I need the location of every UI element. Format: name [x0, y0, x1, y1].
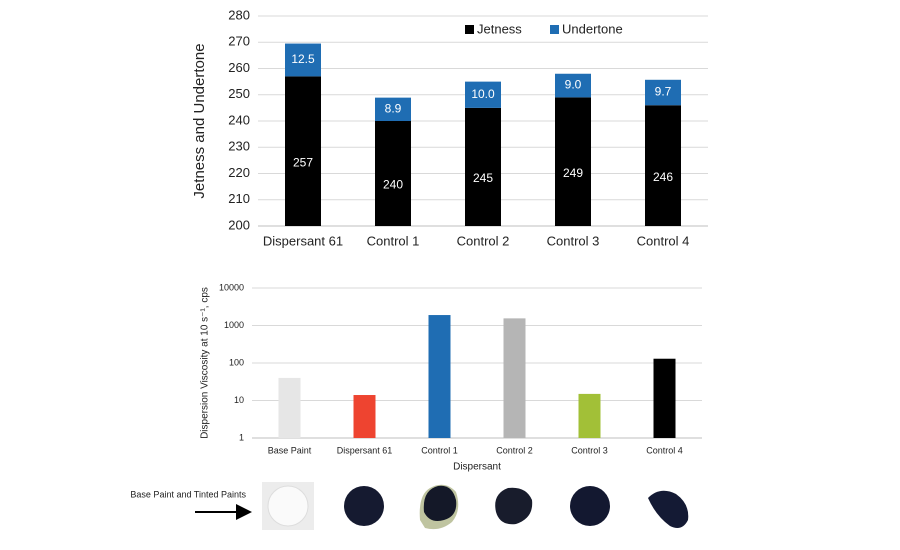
bar-segment: [555, 97, 591, 226]
y-tick-label: 280: [228, 7, 250, 22]
data-label: 249: [563, 166, 583, 180]
bar-segment: [375, 97, 411, 121]
x-tick-label: Control 1: [367, 233, 420, 248]
x-tick-label: Dispersant 61: [263, 233, 343, 248]
y-tick-label: 260: [228, 60, 250, 75]
data-label: 257: [293, 155, 313, 169]
y-tick-label: 250: [228, 86, 250, 101]
bar-segment: [465, 81, 501, 108]
data-label: 9.7: [655, 85, 672, 99]
photo-caption: Base Paint and Tinted Paints: [130, 489, 246, 499]
paint-photos: Base Paint and Tinted Paints: [130, 482, 689, 530]
x-tick-label: Base Paint: [268, 445, 312, 455]
legend-swatch: [550, 25, 559, 34]
data-label: 246: [653, 170, 673, 184]
y-tick-label: 230: [228, 139, 250, 154]
y-tick-label: 220: [228, 165, 250, 180]
bar: [428, 315, 451, 438]
bar-segment: [285, 76, 321, 226]
y-tick-label: 240: [228, 112, 250, 127]
bar: [278, 377, 301, 438]
x-tick-label: Dispersant 61: [337, 445, 393, 455]
legend-swatch: [465, 25, 474, 34]
y-tick-label: 10: [234, 395, 244, 405]
y-tick-label: 100: [229, 357, 244, 367]
paint-control3: [570, 486, 610, 526]
legend-label: Jetness: [477, 21, 522, 36]
y-tick-label: 10000: [219, 282, 244, 292]
data-label: 240: [383, 178, 403, 192]
bar-segment: [645, 105, 681, 226]
x-tick-label: Control 4: [637, 233, 690, 248]
bar-segment: [285, 43, 321, 77]
paint-control2: [495, 487, 533, 525]
bar: [578, 393, 601, 438]
bar: [503, 318, 526, 438]
y-tick-label: 210: [228, 191, 250, 206]
bar: [653, 358, 676, 438]
y-tick-label: 1000: [224, 320, 244, 330]
paint-control4: [648, 490, 689, 528]
x-tick-label: Control 4: [646, 445, 683, 455]
y-axis-label: Jetness and Undertone: [191, 43, 208, 198]
bar-segment: [645, 79, 681, 106]
data-label: 12.5: [291, 52, 315, 66]
x-tick-label: Control 1: [421, 445, 458, 455]
x-tick-label: Control 2: [496, 445, 533, 455]
x-tick-label: Control 3: [547, 233, 600, 248]
bar-segment: [555, 73, 591, 98]
legend-label: Undertone: [562, 21, 623, 36]
y-tick-label: 1: [239, 432, 244, 442]
paint-control1-blob: [423, 485, 457, 521]
bar-segment: [465, 107, 501, 226]
data-label: 8.9: [385, 101, 402, 115]
x-axis-label: Dispersant: [453, 462, 501, 473]
data-label: 9.0: [565, 78, 582, 92]
x-tick-label: Control 3: [571, 445, 608, 455]
paint-base: [267, 485, 309, 527]
y-tick-label: 270: [228, 34, 250, 49]
paint-dispersant61: [344, 486, 384, 526]
data-label: 10.0: [471, 87, 495, 101]
y-tick-label: 200: [228, 217, 250, 232]
bar-segment: [375, 121, 411, 226]
y-axis-label: Dispersion Viscosity at 10 s⁻¹, cps: [200, 287, 211, 439]
bar: [353, 395, 376, 438]
data-label: 245: [473, 171, 493, 185]
x-tick-label: Control 2: [457, 233, 510, 248]
